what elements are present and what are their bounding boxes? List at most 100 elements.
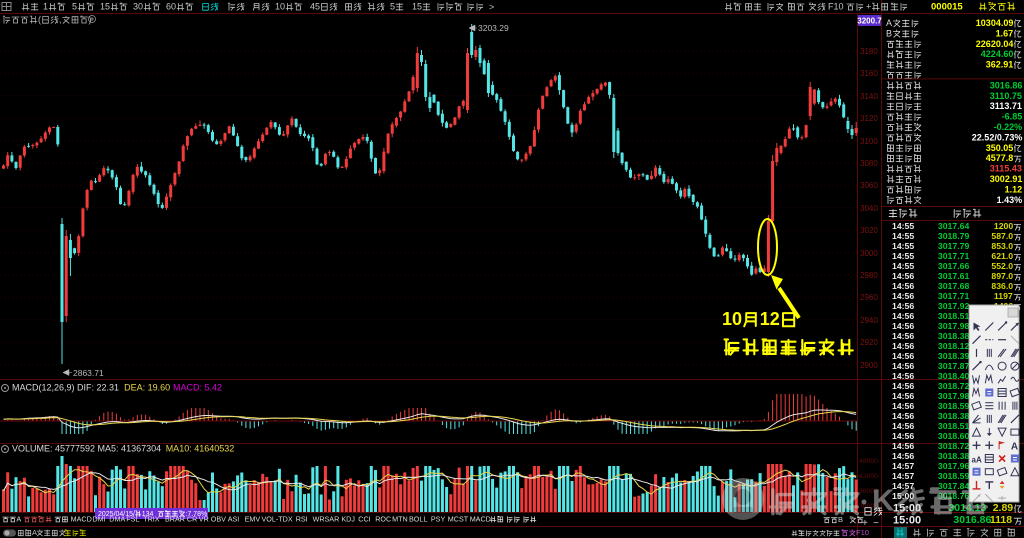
svg-text:2.89: 2.89	[993, 502, 1014, 514]
svg-text:10: 10	[275, 2, 285, 12]
svg-text:1200: 1200	[994, 221, 1013, 231]
svg-text:15:00: 15:00	[893, 515, 921, 527]
svg-text:14:56: 14:56	[892, 441, 914, 451]
svg-text:3017.96: 3017.96	[938, 461, 970, 471]
svg-text:853.0: 853.0	[991, 241, 1013, 251]
svg-text:3017.61: 3017.61	[938, 271, 970, 281]
svg-text:3018.59: 3018.59	[938, 401, 970, 411]
svg-text:14:56: 14:56	[892, 341, 914, 351]
svg-text:F10: F10	[828, 2, 844, 12]
svg-text:3018.40: 3018.40	[938, 371, 970, 381]
svg-text:SAR: SAR	[325, 515, 340, 524]
svg-text:587.0: 587.0	[991, 231, 1013, 241]
svg-text:-6.85: -6.85	[1002, 112, 1023, 122]
svg-text:14:56: 14:56	[892, 371, 914, 381]
svg-text:MACD: MACD	[470, 515, 491, 524]
svg-text:3016.86: 3016.86	[953, 514, 991, 526]
svg-text:3140: 3140	[860, 92, 878, 101]
svg-text:+: +	[862, 518, 868, 529]
svg-text:3017.64: 3017.64	[938, 221, 970, 231]
svg-text:14:56: 14:56	[892, 411, 914, 421]
svg-text:14:57: 14:57	[892, 471, 914, 481]
svg-text::7.78%: :7.78%	[185, 511, 207, 518]
svg-text:3018.38: 3018.38	[938, 411, 970, 421]
svg-text:45: 45	[310, 2, 320, 12]
svg-text:14:56: 14:56	[892, 281, 914, 291]
svg-text:10: 10	[722, 309, 742, 329]
svg-text:5: 5	[72, 2, 77, 12]
svg-text:3018.51: 3018.51	[938, 311, 970, 321]
svg-text:MTN: MTN	[392, 515, 408, 524]
svg-text:+: +	[866, 2, 871, 12]
svg-text:DMI: DMI	[92, 515, 105, 524]
svg-text:14:55: 14:55	[892, 241, 914, 251]
svg-text:4577.8: 4577.8	[986, 153, 1014, 163]
svg-text:60: 60	[166, 2, 176, 12]
svg-text:OBV: OBV	[211, 515, 226, 524]
svg-text:MACD: MACD	[71, 515, 92, 524]
svg-text:3018.51: 3018.51	[938, 421, 970, 431]
svg-text:3018.12: 3018.12	[938, 341, 970, 351]
svg-text:): )	[89, 15, 92, 25]
svg-text:K: K	[872, 483, 896, 518]
svg-text:1: 1	[43, 2, 48, 12]
svg-text:14:57: 14:57	[892, 481, 914, 491]
svg-text:3200.7: 3200.7	[857, 17, 882, 26]
svg-text:30: 30	[133, 2, 143, 12]
svg-text:3018.38: 3018.38	[938, 451, 970, 461]
svg-text:3160: 3160	[860, 69, 878, 78]
svg-text:A: A	[16, 515, 21, 524]
svg-text:14:56: 14:56	[892, 421, 914, 431]
svg-text:3018.60: 3018.60	[938, 431, 970, 441]
svg-text:VOL-TDX: VOL-TDX	[262, 515, 293, 524]
svg-text:14:55: 14:55	[892, 231, 914, 241]
svg-text:3018.72: 3018.72	[938, 441, 970, 451]
svg-text:1.67: 1.67	[996, 28, 1014, 38]
svg-text:RSI: RSI	[296, 515, 308, 524]
svg-text:CCI: CCI	[358, 515, 370, 524]
svg-text:000015: 000015	[931, 1, 963, 12]
svg-text:362.91: 362.91	[986, 60, 1014, 70]
svg-text:2980: 2980	[860, 271, 878, 280]
svg-text:3002.91: 3002.91	[990, 174, 1023, 184]
svg-text:B: B	[838, 515, 843, 524]
svg-text:14:56: 14:56	[892, 301, 914, 311]
svg-text:2863.71: 2863.71	[73, 368, 104, 378]
svg-text:14:55: 14:55	[892, 251, 914, 261]
svg-text:14:56: 14:56	[892, 381, 914, 391]
svg-text:36000: 36000	[859, 488, 878, 495]
svg-text:14:57: 14:57	[892, 461, 914, 471]
svg-text:ROC: ROC	[375, 515, 391, 524]
svg-text:(: (	[38, 15, 41, 25]
svg-text:836.0: 836.0	[991, 281, 1013, 291]
svg-text:WR: WR	[313, 515, 325, 524]
svg-text:3017.68: 3017.68	[938, 281, 970, 291]
svg-text:3018.59: 3018.59	[938, 471, 970, 481]
svg-text:−: −	[873, 518, 879, 529]
svg-text:CR: CR	[187, 515, 197, 524]
svg-text:1197: 1197	[994, 291, 1013, 301]
svg-text:14:55: 14:55	[892, 221, 914, 231]
svg-text:3017.71: 3017.71	[938, 251, 970, 261]
svg-text:3016.86: 3016.86	[990, 80, 1023, 90]
svg-text:552.0: 552.0	[991, 261, 1013, 271]
svg-text:1118: 1118	[990, 514, 1012, 526]
svg-text:2025/04/15/: 2025/04/15/	[98, 511, 135, 518]
svg-text:EMV: EMV	[245, 515, 261, 524]
svg-text:3115.43: 3115.43	[990, 164, 1022, 174]
svg-text:14:56: 14:56	[892, 291, 914, 301]
svg-text:14:56: 14:56	[892, 361, 914, 371]
svg-text:3017.66: 3017.66	[938, 261, 970, 271]
svg-text:3018.38: 3018.38	[938, 331, 970, 341]
svg-text:3017.92: 3017.92	[938, 301, 970, 311]
svg-text:MA10: 41640532: MA10: 41640532	[166, 444, 235, 454]
svg-text:22620.04: 22620.04	[976, 39, 1014, 49]
svg-text:,: ,	[59, 15, 62, 25]
svg-text:DEA: 19.60: DEA: 19.60	[124, 383, 170, 393]
svg-text:3017.79: 3017.79	[938, 241, 970, 251]
svg-text:3120: 3120	[860, 114, 878, 123]
svg-text:42000: 42000	[859, 473, 878, 480]
svg-text:3017.71: 3017.71	[938, 291, 970, 301]
svg-text:350.05: 350.05	[986, 143, 1014, 153]
svg-text:3017.98: 3017.98	[938, 391, 970, 401]
